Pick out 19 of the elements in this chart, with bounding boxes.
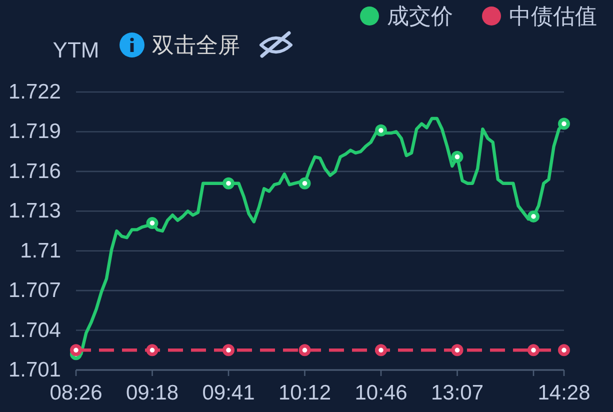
y-tick-label: 1.716 <box>8 160 61 183</box>
text: 双击全屏 <box>152 32 240 58</box>
y-tick-label: 1.701 <box>8 358 61 382</box>
x-tick-label: 10:12 <box>278 382 332 404</box>
legend-label: 成交价 <box>387 4 453 28</box>
x-tick-label: 08:26 <box>50 382 102 404</box>
y-tick-label: 1.722 <box>8 80 61 104</box>
legend-label: 中债估值 <box>509 4 597 28</box>
y-tick-label: 1.707 <box>8 279 61 302</box>
y-tick-label: 1.71 <box>20 239 61 262</box>
y-tick-label: 1.719 <box>8 120 61 144</box>
x-tick-label: 13:07 <box>430 382 484 404</box>
y-axis-title: YTM <box>52 38 100 62</box>
x-tick-label: 10:46 <box>354 382 408 404</box>
x-tick-label: 09:18 <box>126 382 179 404</box>
x-tick-label: 14:28 <box>538 382 590 404</box>
y-tick-label: 1.713 <box>8 200 61 223</box>
x-tick-label: 09:41 <box>202 382 255 404</box>
y-tick-label: 1.704 <box>8 318 62 342</box>
